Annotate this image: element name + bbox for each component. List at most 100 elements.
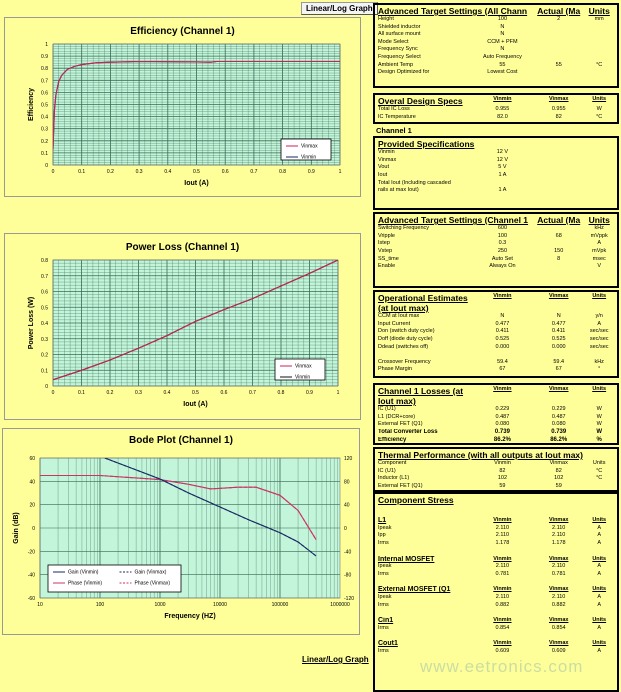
y-tick-label: 0.2	[41, 139, 48, 145]
series-line-phase-vinmin-	[40, 474, 317, 540]
cell: CCM at Iout max	[378, 313, 420, 320]
section-title: Component Stress	[378, 495, 454, 506]
cell	[378, 351, 472, 359]
x-tick-label: 0.6	[222, 169, 229, 175]
x-tick-label: 0.7	[250, 169, 257, 175]
y-tick-label: 0.1	[41, 151, 48, 157]
column-header: Vinmin	[493, 517, 512, 524]
cell: 0.739	[494, 428, 510, 435]
cell: W	[596, 406, 602, 413]
table-row: Inductor (L1) 102 102 °C	[378, 475, 614, 483]
cell: 67	[499, 366, 506, 373]
table-row	[378, 351, 614, 359]
cell	[584, 46, 614, 54]
cell: 0.487	[495, 413, 510, 420]
x-tick-label: 0.3	[136, 169, 143, 175]
x-tick-label: 0.1	[78, 169, 85, 175]
cell: N	[500, 46, 505, 53]
cell: Vinmax	[378, 156, 397, 163]
cell: N	[500, 23, 505, 30]
table-row: Iout 1 A	[378, 172, 614, 180]
charts-canvas: 0 0.1 0.2 0.3 0.4 0.5 0.6 0.7 0.8 0.9 100.10.20.30…	[13, 42, 354, 620]
cell: 5 V	[498, 164, 507, 171]
x-tick-label: 0.5	[193, 169, 200, 175]
x-tick-label: 1	[339, 169, 342, 175]
y2-tick-label: 80	[344, 479, 350, 485]
y-axis-label: Power Loss (W)	[28, 297, 35, 350]
x-tick-label: 0.5	[192, 390, 199, 396]
cell: 100	[497, 16, 508, 22]
cell: Lowest Cost	[487, 69, 518, 76]
cell: 2	[557, 16, 561, 22]
column-header: Vinmin	[493, 96, 512, 102]
cell: 0.080	[551, 421, 566, 428]
cell: A	[597, 647, 602, 654]
y-tick-label: 0.8	[41, 66, 48, 72]
cell: 82	[555, 467, 562, 474]
cell: 82	[555, 113, 562, 120]
table-row: External FET (Q1) 0.080 0.080 W	[378, 421, 614, 429]
cell: mVppk	[590, 232, 608, 239]
table-row: Crossover Frequency 59.4 59.4 kHz	[378, 359, 614, 367]
cell: 2.110	[552, 563, 566, 570]
cell: 0.609	[551, 647, 566, 654]
table-row: Ipeak 2.110 2.110 A	[378, 594, 614, 602]
x-tick-label: 0.7	[249, 390, 256, 396]
power-loss-chart-title: Power Loss (Channel 1)	[125, 242, 240, 253]
table-row: Frequency Select Auto Frequency	[378, 54, 614, 62]
y-tick-label: 60	[29, 456, 35, 462]
table-row: Vinmax 12 V	[378, 157, 614, 165]
cell: W	[596, 421, 602, 428]
cell	[533, 31, 584, 39]
group-title: Internal MOSFET	[378, 555, 435, 563]
cell: msec	[592, 255, 606, 262]
x-tick-label: 0.9	[308, 169, 315, 175]
section-title: Channel 1 Losses (at Iout max)	[378, 386, 464, 407]
cell: 59	[499, 482, 506, 489]
cell: 1 A	[498, 187, 507, 194]
cell: W	[596, 428, 603, 435]
cell: Irms	[378, 601, 389, 608]
y2-tick-label: -40	[344, 549, 351, 555]
column-header: Units	[592, 555, 607, 562]
cell: 102	[497, 475, 508, 482]
column-header: Units	[592, 586, 607, 593]
cell: 86.2%	[493, 436, 511, 443]
linear-log-graph-button-bottom[interactable]: Linear/Log Graph	[298, 654, 373, 665]
cell: CCM + PFM	[487, 38, 518, 45]
column-header: Units	[592, 96, 607, 102]
cell: 55	[555, 61, 562, 68]
legend-label: Phase (Vinmin)	[68, 581, 102, 587]
x-tick-label: 1	[337, 390, 340, 396]
x-tick-label: 0.2	[107, 169, 114, 175]
cell: sec/sec	[589, 343, 609, 350]
column-header: Vinmin	[493, 586, 512, 593]
cell	[584, 187, 614, 195]
cell: 150	[554, 247, 564, 254]
cell	[584, 164, 614, 172]
cell: 86.2%	[550, 436, 568, 443]
cell: Input Current	[378, 320, 411, 327]
cell	[472, 351, 533, 359]
cell: Mode Select	[378, 38, 409, 45]
cell: Vinmax	[549, 460, 568, 467]
cell: Doff (diode duty cycle)	[378, 335, 433, 342]
table-row: Design Optimized for Lowest Cost	[378, 69, 614, 77]
cell: 82.0	[497, 113, 508, 120]
linear-log-graph-button-top[interactable]: Linear/Log Graph	[301, 2, 378, 15]
table-row: Vripple 100 68 mVppk	[378, 233, 614, 241]
cell: 2.110	[552, 593, 566, 600]
y-tick-label: 0	[45, 163, 48, 169]
cell: 82	[499, 467, 506, 474]
y-tick-label: -20	[28, 549, 35, 555]
legend-box	[280, 138, 332, 161]
section-component-stress: Component Stress L1 Vinmin Vinmax Units Ipeak…	[373, 492, 619, 692]
group-title: External MOSFET (Q1	[378, 586, 451, 594]
cell	[533, 46, 584, 54]
cell: Ambient Temp	[378, 61, 414, 68]
cell: Vinmin	[494, 460, 511, 467]
cell: Crossover Frequency	[378, 358, 431, 365]
cell: N	[556, 313, 561, 320]
section-title: Provided Specifications	[378, 139, 475, 150]
table-row: Doff (diode duty cycle) 0.525 0.525 sec/sec	[378, 336, 614, 344]
